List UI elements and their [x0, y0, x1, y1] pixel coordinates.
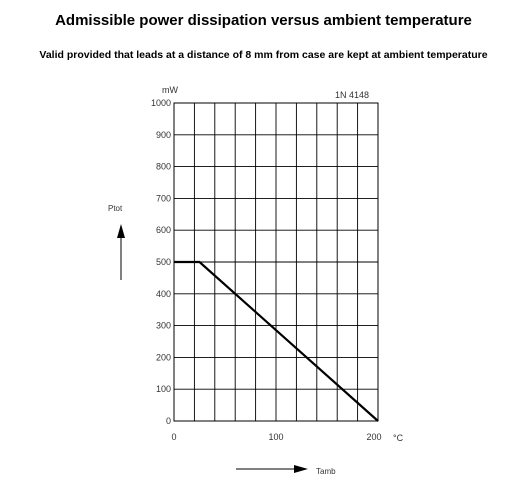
y-tick-label: 0: [166, 416, 171, 426]
y-tick-labels: 0 100 200 300 400 500 600 700 800 900 1000: [151, 98, 171, 426]
derating-curve: [174, 260, 379, 422]
x-unit-label: °C: [393, 433, 404, 443]
x-axis-label: Tamb: [316, 467, 336, 476]
chart-title: Admissible power dissipation versus ambi…: [55, 12, 472, 29]
y-tick-label: 700: [156, 193, 171, 203]
y-unit-label: mW: [162, 85, 178, 95]
x-tick-label: 0: [171, 432, 176, 442]
chart-subtitle: Valid provided that leads at a distance …: [39, 49, 488, 61]
y-tick-label: 300: [156, 321, 171, 331]
y-axis-label: Ptot: [108, 204, 123, 213]
y-tick-label: 800: [156, 162, 171, 172]
y-tick-label: 900: [156, 130, 171, 140]
y-tick-label: 500: [156, 257, 171, 267]
y-tick-label: 600: [156, 225, 171, 235]
grid: [174, 102, 378, 422]
y-tick-label: 1000: [151, 98, 171, 108]
y-tick-label: 400: [156, 289, 171, 299]
x-tick-label: 100: [268, 432, 283, 442]
y-tick-label: 200: [156, 352, 171, 362]
x-tick-label: 200: [366, 432, 381, 442]
y-axis-arrow: [117, 224, 125, 280]
device-annotation: 1N 4148: [335, 90, 369, 100]
x-axis-arrow: [236, 465, 308, 473]
x-tick-labels: 0 100 200: [171, 432, 381, 442]
y-tick-label: 100: [156, 384, 171, 394]
